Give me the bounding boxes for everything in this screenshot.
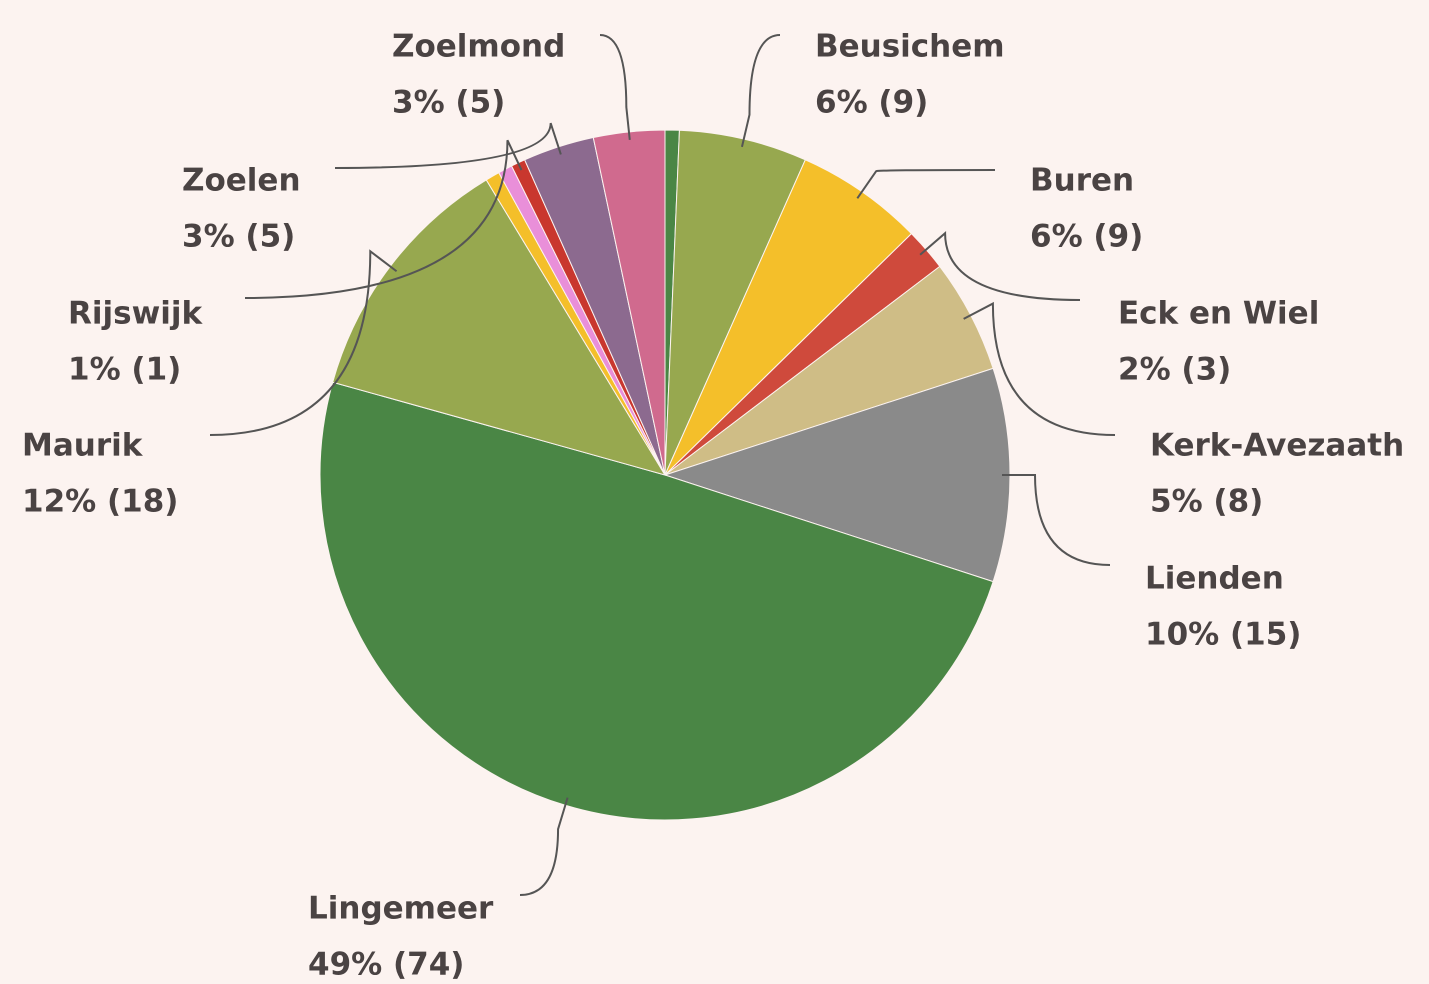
- slice-label: Lienden: [1145, 561, 1284, 597]
- leader-line: [209, 249, 398, 436]
- leader-line: [1002, 474, 1111, 566]
- leader-line: [919, 231, 1081, 301]
- leader-line: [856, 169, 996, 199]
- slice-label: Zoelen: [182, 163, 301, 199]
- slice-value-label: 5% (8): [1150, 484, 1263, 520]
- slice-value-label: 3% (5): [182, 219, 295, 255]
- slice-label: Beusichem: [815, 29, 1005, 65]
- leader-line: [244, 139, 523, 299]
- slice-label: Kerk-Avezaath: [1150, 428, 1404, 464]
- slice-value-label: 2% (3): [1118, 352, 1231, 388]
- slice-label: Buren: [1030, 163, 1134, 199]
- slice-value-label: 6% (9): [815, 85, 928, 121]
- slice-value-label: 6% (9): [1030, 219, 1143, 255]
- slice-value-label: 49% (74): [308, 947, 464, 983]
- leader-line: [599, 34, 631, 140]
- slice-value-label: 3% (5): [392, 85, 505, 121]
- slice-label: Maurik: [22, 428, 144, 464]
- slice-label: Eck en Wiel: [1118, 296, 1319, 332]
- leader-line: [334, 122, 562, 169]
- slice-label: Lingemeer: [308, 891, 494, 927]
- slice-value-label: 12% (18): [22, 484, 178, 520]
- leader-line: [963, 301, 1116, 436]
- leader-line: [740, 34, 781, 148]
- slice-value-label: 10% (15): [1145, 617, 1301, 653]
- slice-label: Rijswijk: [68, 296, 203, 332]
- slice-label: Zoelmond: [392, 29, 565, 65]
- leader-line: [519, 797, 569, 896]
- slice-value-label: 1% (1): [68, 352, 181, 388]
